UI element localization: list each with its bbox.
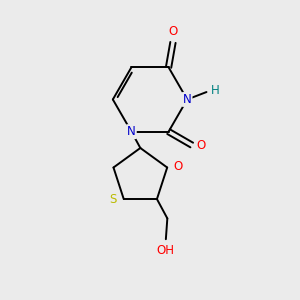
Text: N: N <box>127 125 136 138</box>
Text: S: S <box>109 193 116 206</box>
Text: O: O <box>173 160 182 172</box>
Text: O: O <box>196 139 206 152</box>
Text: O: O <box>168 25 178 38</box>
Text: H: H <box>211 84 220 97</box>
Text: N: N <box>183 93 191 106</box>
Text: OH: OH <box>157 244 175 257</box>
